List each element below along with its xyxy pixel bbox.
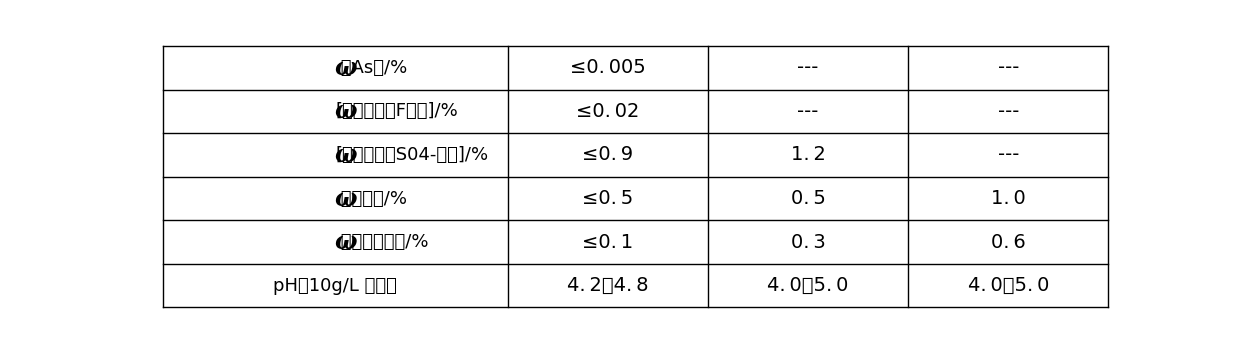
Text: 1. 2: 1. 2 bbox=[791, 146, 826, 164]
Text: [氟化物（以F计）]/%: [氟化物（以F计）]/% bbox=[335, 103, 458, 120]
Text: （As）/%: （As）/% bbox=[335, 59, 408, 77]
Text: （水不溶物）/%: （水不溶物）/% bbox=[335, 233, 429, 251]
Text: ω: ω bbox=[335, 56, 357, 80]
Text: [硫酸盐（以S04-计）]/%: [硫酸盐（以S04-计）]/% bbox=[335, 146, 489, 164]
Text: ≤0. 5: ≤0. 5 bbox=[583, 189, 634, 208]
Text: ω: ω bbox=[335, 99, 357, 124]
Text: 4. 0～5. 0: 4. 0～5. 0 bbox=[967, 276, 1049, 295]
Text: ---: --- bbox=[797, 58, 818, 77]
Text: 4. 2～4. 8: 4. 2～4. 8 bbox=[567, 276, 649, 295]
Text: ≤0. 005: ≤0. 005 bbox=[570, 58, 646, 77]
Text: 0. 6: 0. 6 bbox=[991, 233, 1025, 252]
Text: ---: --- bbox=[997, 146, 1019, 164]
Text: ---: --- bbox=[797, 102, 818, 121]
Text: ω: ω bbox=[335, 230, 357, 254]
Text: 1. 0: 1. 0 bbox=[991, 189, 1025, 208]
Text: ≤0. 9: ≤0. 9 bbox=[583, 146, 634, 164]
Text: ---: --- bbox=[997, 102, 1019, 121]
Text: 0. 3: 0. 3 bbox=[791, 233, 826, 252]
Text: ω: ω bbox=[335, 143, 357, 167]
Text: pH（10g/L 溶液）: pH（10g/L 溶液） bbox=[273, 276, 397, 295]
Text: （水分）/%: （水分）/% bbox=[335, 190, 407, 208]
Text: 0. 5: 0. 5 bbox=[791, 189, 826, 208]
Text: ≤0. 1: ≤0. 1 bbox=[583, 233, 634, 252]
Text: 4. 0～5. 0: 4. 0～5. 0 bbox=[768, 276, 848, 295]
Text: ω: ω bbox=[335, 187, 357, 211]
Text: ---: --- bbox=[997, 58, 1019, 77]
Text: ≤0. 02: ≤0. 02 bbox=[577, 102, 640, 121]
